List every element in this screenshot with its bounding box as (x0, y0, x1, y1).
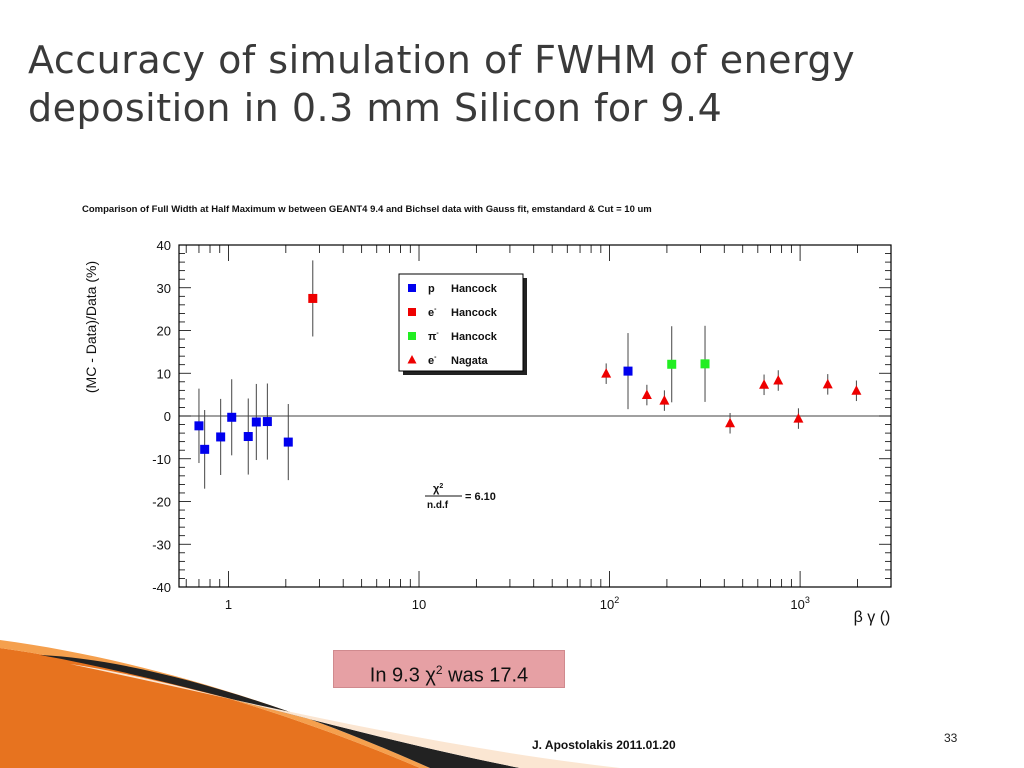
data-point (667, 359, 677, 369)
note-superscript: 2 (435, 663, 443, 677)
y-tick-label: 20 (157, 324, 171, 339)
data-point (283, 437, 293, 447)
slide-decoration (0, 640, 620, 768)
chi2-numerator: χ2 (433, 483, 443, 495)
data-point (641, 389, 652, 400)
y-axis-label: (MC - Data)/Data (%) (83, 261, 99, 393)
legend-box (398, 273, 524, 372)
chi2-value: = 6.10 (465, 491, 496, 503)
legend-label: Hancock (451, 283, 498, 295)
data-point (700, 359, 710, 369)
legend-label: Hancock (451, 331, 498, 343)
x-tick-label: 10 (412, 597, 426, 612)
series-0 (194, 333, 633, 489)
data-point (216, 432, 226, 442)
y-tick-label: -40 (152, 580, 171, 595)
data-point (251, 417, 261, 427)
data-point (822, 378, 833, 389)
data-point (243, 432, 253, 442)
data-point (194, 421, 204, 431)
page-number: 33 (944, 731, 958, 745)
slide-title-line-2: deposition in 0.3 mm Silicon for 9.4 (28, 86, 723, 130)
y-tick-label: -10 (152, 452, 171, 467)
legend-particle: p (428, 283, 435, 295)
series-3 (601, 363, 862, 434)
legend-particle: e- (428, 354, 437, 367)
footer-author-date: J. Apostolakis 2011.01.20 (532, 738, 676, 752)
legend-marker (408, 308, 416, 316)
legend-marker (407, 355, 417, 364)
x-tick-label: 103 (790, 595, 809, 612)
slide-title: Accuracy of simulation of FWHM of energy… (28, 36, 1008, 132)
y-tick-label: 30 (157, 281, 171, 296)
x-tick-label: 102 (600, 595, 619, 612)
data-point (227, 412, 237, 422)
x-tick-label: 1 (225, 597, 232, 612)
data-point (659, 395, 670, 405)
note-suffix: was 17.4 (442, 664, 529, 687)
y-tick-label: 40 (157, 238, 171, 253)
data-point (759, 379, 770, 389)
note-prefix: In 9.3 χ (369, 664, 436, 687)
data-point (262, 417, 272, 427)
legend-particle: e- (428, 306, 437, 319)
y-tick-label: -20 (152, 495, 171, 510)
legend-label: Nagata (451, 355, 489, 367)
data-point (601, 368, 612, 378)
data-point (773, 375, 784, 385)
legend: p Hancock e- Hancock π- Hancock e- Nagata (398, 273, 527, 375)
y-tick-label: 0 (164, 409, 171, 424)
legend-marker (408, 332, 416, 340)
y-tick-label: -30 (152, 537, 171, 552)
y-tick-label: 10 (157, 366, 171, 381)
data-point (308, 293, 318, 303)
legend-label: Hancock (451, 307, 498, 319)
slide-title-line-1: Accuracy of simulation of FWHM of energy (28, 38, 856, 82)
legend-particle: π- (428, 330, 439, 343)
x-axis-label: β γ () (854, 609, 891, 626)
series-1 (308, 260, 318, 337)
note-box: In 9.3 χ2 was 17.4 (333, 650, 565, 688)
series-2 (667, 325, 710, 403)
x-ticks: 1 10 102 103 (185, 245, 892, 612)
data-point (725, 417, 736, 428)
chi2-denominator: n.d.f (427, 500, 449, 511)
chart-title: Comparison of Full Width at Half Maximum… (82, 204, 652, 215)
data-point (623, 366, 633, 376)
data-point (793, 413, 804, 423)
data-series (194, 260, 862, 489)
legend-marker (408, 284, 416, 292)
data-point (851, 385, 862, 395)
data-point (200, 444, 210, 454)
y-ticks: 40 30 20 10 0 -10 -20 -30 -40 (152, 238, 891, 595)
chi2-annotation: χ2 n.d.f = 6.10 (425, 483, 496, 511)
